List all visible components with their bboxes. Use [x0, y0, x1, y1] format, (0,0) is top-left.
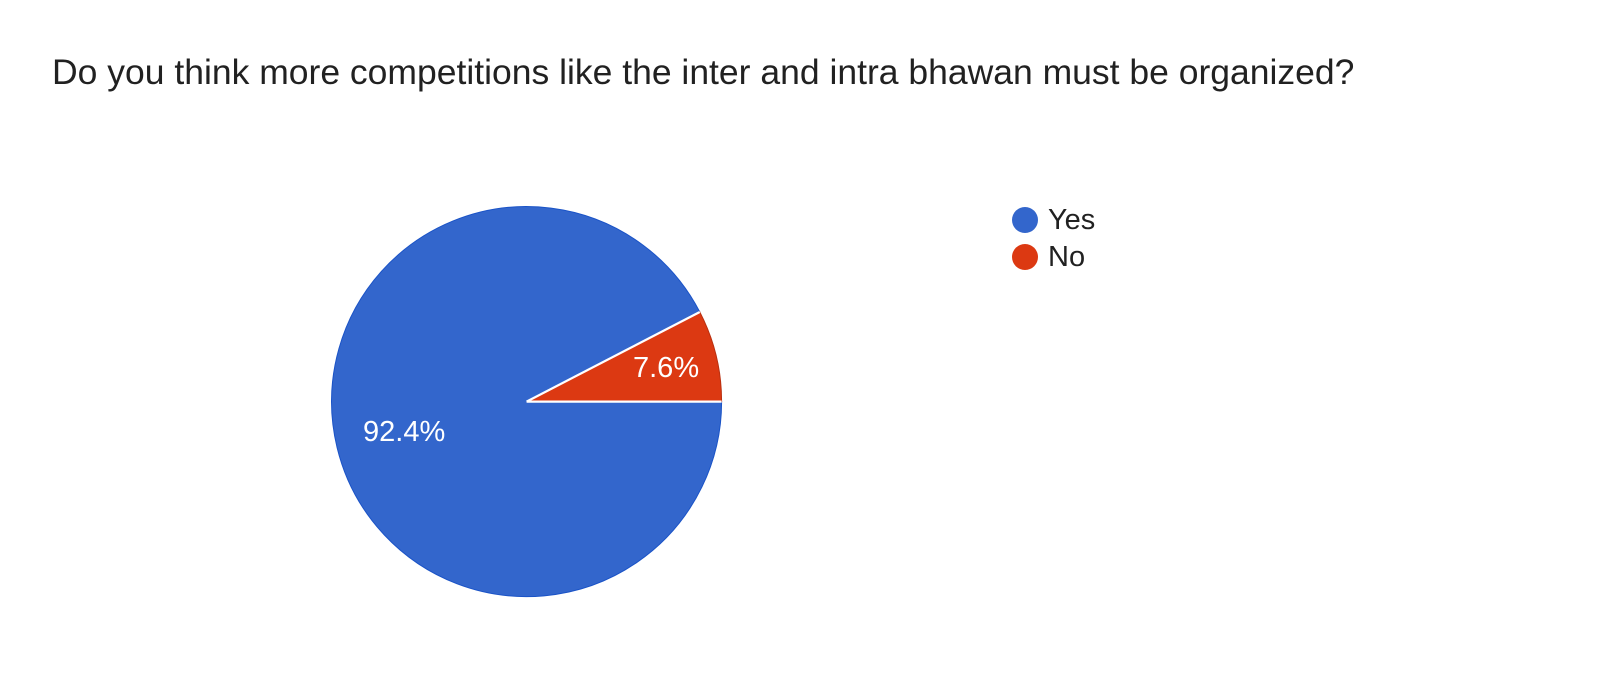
- svg-text:92.4%: 92.4%: [363, 416, 445, 448]
- svg-text:7.6%: 7.6%: [633, 352, 699, 384]
